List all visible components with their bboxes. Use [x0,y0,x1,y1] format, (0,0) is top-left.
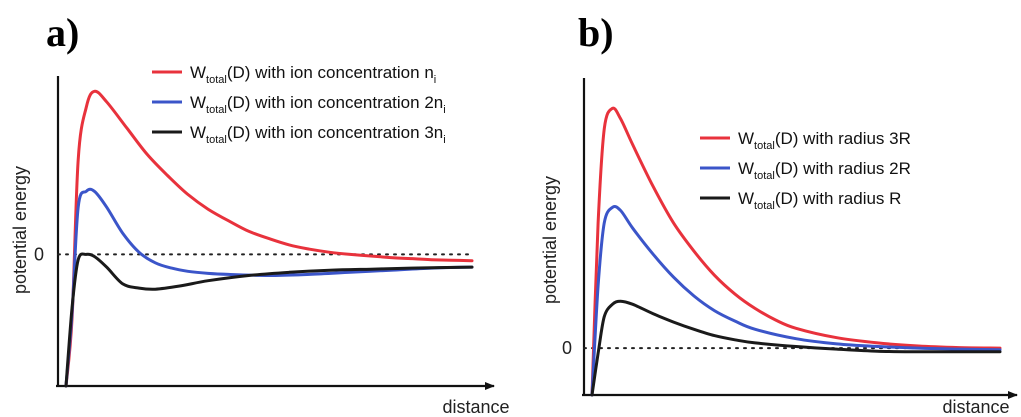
panel-b-y-axis-label: potential energy [540,176,560,304]
panel-b-x-axis-label: distance [942,397,1009,417]
panel-a-legend-label-3: Wtotal(D) with ion concentration 3ni [190,123,446,146]
panel-b: b) 0 potential energy distance Wtotal(D)… [540,10,1018,417]
panel-a-zero-tick-label: 0 [34,244,44,264]
panel-a-series-1-line [64,89,474,388]
panel-b-zero-tick-label: 0 [562,338,572,358]
panel-b-legend: Wtotal(D) with radius 3R Wtotal(D) with r… [700,129,911,212]
panel-a-x-axis-label: distance [442,397,509,417]
panel-b-legend-label-1: Wtotal(D) with radius 3R [738,129,911,152]
panel-b-series-2-line [590,205,1002,397]
panel-b-legend-label-2: Wtotal(D) with radius 2R [738,159,911,182]
panel-b-series-group [590,106,1002,397]
panel-a-legend-label-2: Wtotal(D) with ion concentration 2ni [190,93,446,116]
panel-a-legend: Wtotal(D) with ion concentration ni Wtota… [152,63,446,146]
panel-b-label: b) [578,10,614,55]
panel-a-series-group [64,89,474,388]
panel-a-legend-label-1: Wtotal(D) with ion concentration ni [190,63,436,86]
panel-a: a) 0 potential energy distance Wtotal(D)… [10,10,510,417]
panel-b-series-3-line [590,299,1002,397]
panel-a-y-axis-label: potential energy [10,166,30,294]
panel-b-series-1-line [590,106,1002,397]
panel-a-label: a) [46,10,79,55]
panel-b-legend-label-3: Wtotal(D) with radius R [738,189,901,212]
panel-a-series-3-line [64,252,474,388]
panel-a-series-2-line [64,187,474,388]
